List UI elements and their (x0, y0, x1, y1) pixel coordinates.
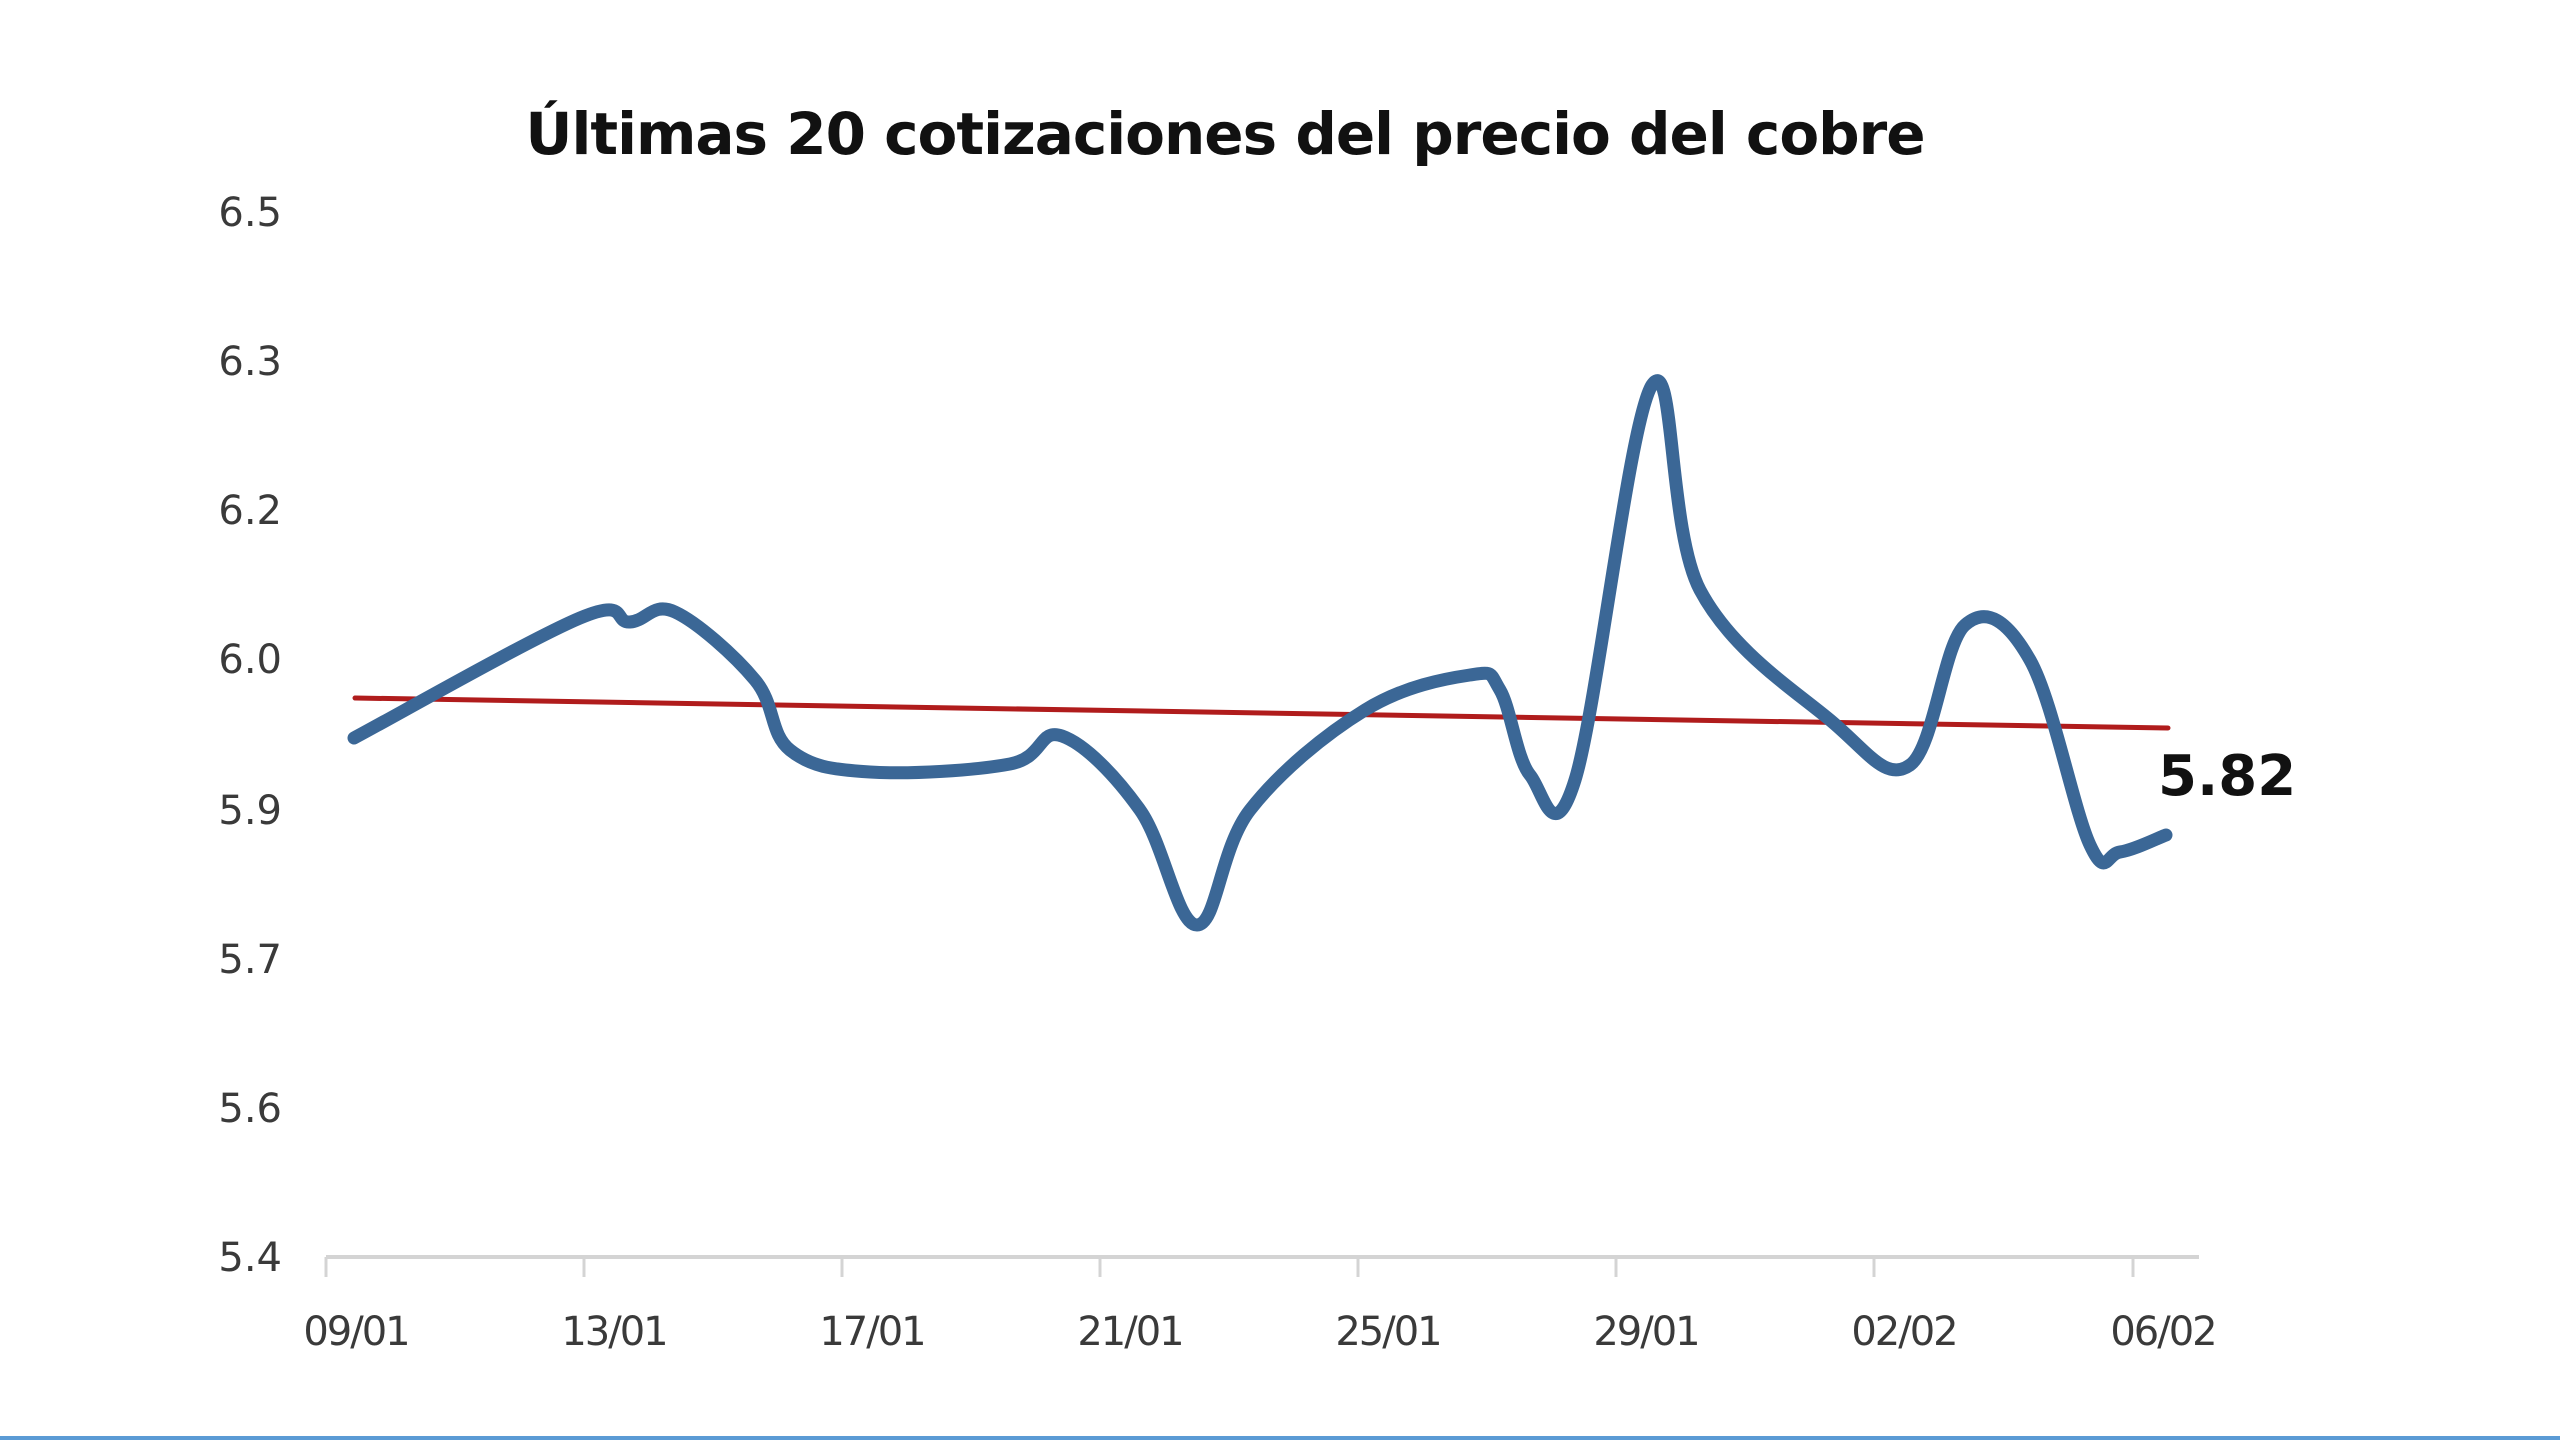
x-axis (324, 1255, 2199, 1277)
x-tick-label: 13/01 (561, 1309, 666, 1355)
y-tick-label: 5.4 (218, 1235, 282, 1281)
y-tick-label: 5.7 (218, 937, 282, 983)
price-line-series (347, 374, 2173, 932)
x-tick-label: 06/02 (2110, 1309, 2215, 1355)
x-axis-labels: 09/01 13/01 17/01 21/01 25/01 29/01 02/02 06/02 (303, 1309, 2217, 1355)
trend-line (352, 695, 2171, 731)
last-value-annotation: 5.82 (2158, 744, 2296, 809)
y-tick-label: 5.6 (218, 1086, 282, 1132)
bottom-border (0, 1436, 2560, 1440)
x-tick-label: 25/01 (1335, 1309, 1440, 1355)
y-tick-label: 5.9 (218, 788, 282, 834)
x-tick-label: 02/02 (1851, 1309, 1956, 1355)
x-tick-label: 09/01 (303, 1309, 408, 1355)
y-tick-label: 6.3 (218, 339, 282, 385)
x-tick-label: 17/01 (819, 1309, 924, 1355)
chart-title: Últimas 20 cotizaciones del precio del c… (525, 100, 1925, 168)
x-tick-label: 29/01 (1593, 1309, 1698, 1355)
x-tick-label: 21/01 (1077, 1309, 1182, 1355)
y-tick-label: 6.5 (218, 190, 282, 236)
y-axis-labels: 6.5 6.3 6.2 6.0 5.9 5.7 5.6 5.4 (218, 190, 282, 1281)
y-tick-label: 6.0 (218, 637, 282, 683)
y-tick-label: 6.2 (218, 488, 282, 534)
